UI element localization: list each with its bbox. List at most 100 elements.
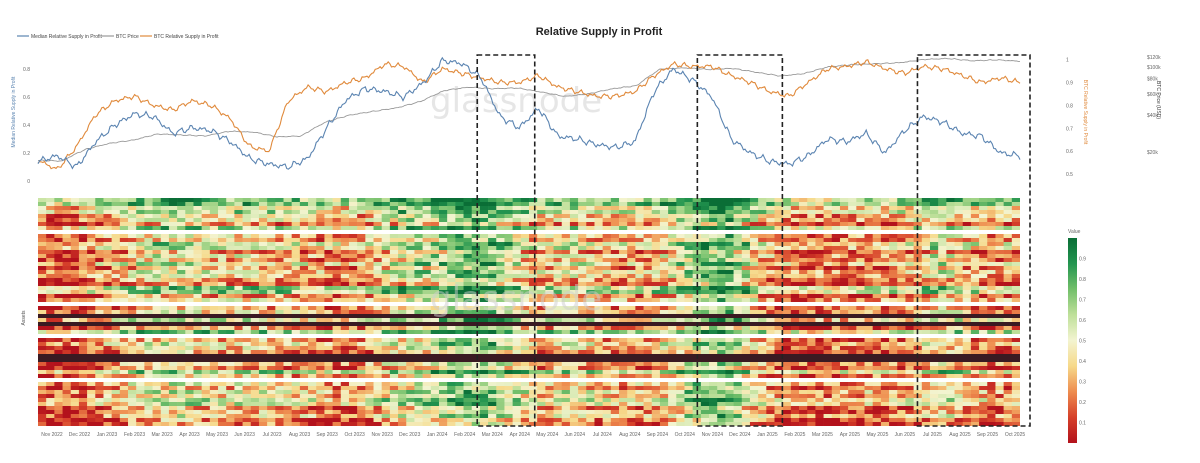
heatmap-cell: [619, 310, 628, 315]
heatmap-cell: [414, 306, 423, 311]
heatmap-cell: [635, 370, 644, 375]
heatmap-cell: [815, 234, 824, 239]
heatmap-cell: [880, 290, 890, 295]
heatmap-cell: [651, 242, 661, 247]
heatmap-cell: [308, 318, 317, 323]
heatmap-cell: [684, 338, 693, 343]
heatmap-cell: [979, 318, 988, 323]
heatmap-cell: [1011, 326, 1020, 331]
heatmap-cell: [144, 250, 153, 255]
heatmap-cell: [627, 390, 636, 395]
heatmap-cell: [422, 350, 432, 355]
heatmap-cell: [578, 238, 587, 243]
heatmap-cell: [864, 202, 873, 207]
heatmap-cell: [586, 366, 595, 371]
heatmap-cell: [242, 254, 252, 259]
heatmap-cell: [856, 318, 865, 323]
heatmap-cell: [218, 274, 227, 279]
heatmap-cell: [455, 390, 464, 395]
heatmap-cell: [823, 266, 833, 271]
heatmap-cell: [864, 234, 873, 239]
heatmap-cell: [545, 318, 554, 323]
heatmap-cell: [95, 218, 104, 223]
heatmap-cell: [136, 390, 145, 395]
heatmap-cell: [799, 266, 808, 271]
heatmap-cell: [447, 350, 456, 355]
heatmap-cell: [831, 214, 841, 219]
heatmap-cell: [864, 242, 873, 247]
heatmap-cell: [144, 198, 153, 203]
heatmap-cell: [537, 238, 546, 243]
heatmap-cell: [95, 350, 104, 355]
heatmap-cell: [348, 282, 358, 287]
heatmap-cell: [741, 294, 751, 299]
heatmap-cell: [291, 394, 301, 399]
heatmap-cell: [357, 362, 366, 367]
heatmap-cell: [979, 374, 988, 379]
heatmap-cell: [1011, 206, 1020, 211]
heatmap-cell: [463, 286, 473, 291]
heatmap-cell: [635, 338, 644, 343]
heatmap-cell: [447, 330, 456, 335]
heatmap-cell: [619, 262, 628, 267]
heatmap-cell: [283, 250, 292, 255]
heatmap-cell: [136, 242, 145, 247]
heatmap-cell: [144, 226, 153, 231]
heatmap-cell: [864, 226, 873, 231]
heatmap-cell: [880, 346, 890, 351]
heatmap-cell: [95, 346, 104, 351]
heatmap-cell: [496, 226, 505, 231]
heatmap-cell: [267, 362, 276, 367]
heatmap-cell: [659, 294, 669, 299]
heatmap-cell: [979, 270, 988, 275]
heatmap-cell: [299, 250, 309, 255]
heatmap-cell: [128, 382, 137, 387]
heatmap-cell: [700, 274, 710, 279]
heatmap-cell: [929, 326, 939, 331]
heatmap-cell: [938, 202, 947, 207]
heatmap-cell: [471, 262, 481, 267]
heatmap-cell: [54, 254, 63, 259]
heatmap-cell: [962, 390, 972, 395]
heatmap-cell: [897, 326, 906, 331]
heatmap-cell: [790, 326, 800, 331]
heatmap-cell: [177, 370, 186, 375]
heatmap-cell: [250, 238, 260, 243]
heatmap-cell: [889, 206, 898, 211]
heatmap-cell: [619, 362, 628, 367]
heatmap-cell: [856, 238, 865, 243]
heatmap-cell: [128, 226, 137, 231]
heatmap-cell: [880, 342, 890, 347]
heatmap-cell: [357, 266, 366, 271]
heatmap-cell: [504, 338, 513, 343]
heatmap-cell: [676, 306, 685, 311]
heatmap-cell: [929, 338, 939, 343]
heatmap-cell: [709, 238, 718, 243]
heatmap-cell: [406, 366, 415, 371]
heatmap-cell: [103, 238, 112, 243]
heatmap-cell: [725, 266, 734, 271]
legend: Median Relative Supply in Profit BTC Pric…: [17, 34, 219, 40]
heatmap-cell: [864, 218, 873, 223]
heatmap-cell: [406, 218, 415, 223]
heatmap-cell: [643, 206, 653, 211]
heatmap-cell: [741, 210, 751, 215]
heatmap-cell: [864, 258, 873, 263]
heatmap-cell: [684, 382, 693, 387]
heatmap-cell: [929, 226, 939, 231]
heatmap-cell: [62, 210, 72, 215]
heatmap-cell: [283, 274, 292, 279]
heatmap-cell: [610, 226, 620, 231]
heatmap-cell: [717, 310, 726, 315]
heatmap-cell: [128, 206, 137, 211]
heatmap-cell: [995, 366, 1004, 371]
heatmap-cell: [569, 346, 579, 351]
heatmap-cell: [316, 370, 325, 375]
heatmap-cell: [529, 386, 538, 391]
heatmap-cell: [610, 238, 620, 243]
heatmap-cell: [741, 262, 751, 267]
heatmap-cell: [455, 310, 464, 315]
heatmap-cell: [389, 198, 399, 203]
heatmap-cell: [643, 270, 653, 275]
heatmap-cell: [455, 362, 464, 367]
